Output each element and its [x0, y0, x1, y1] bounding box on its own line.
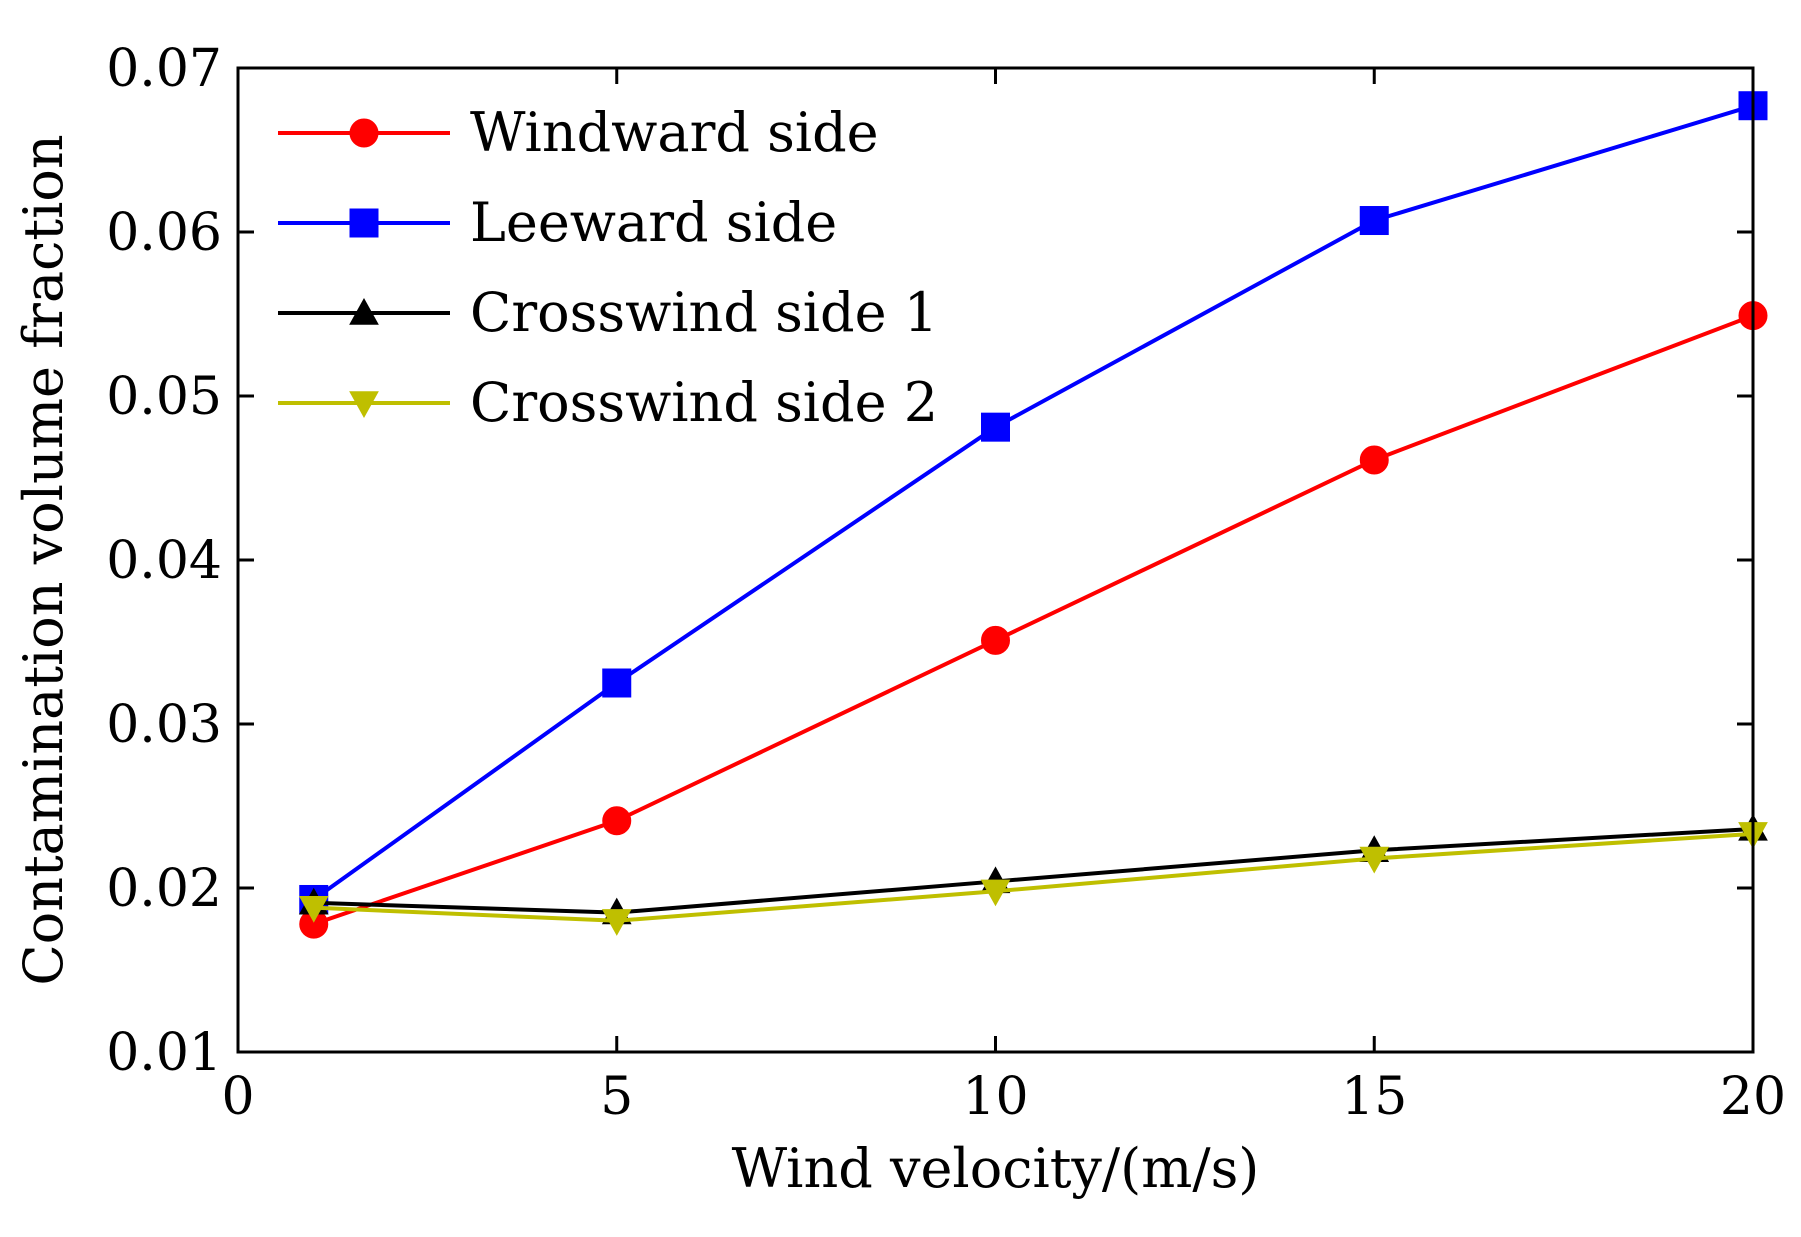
legend-label: Windward side: [470, 101, 879, 164]
legend-marker: [349, 391, 379, 419]
legend-entry: Crosswind side 2: [278, 371, 938, 434]
y-tick-label: 0.05: [106, 367, 222, 427]
x-tick-label: 5: [600, 1067, 633, 1127]
legend-marker: [349, 297, 379, 325]
data-point: [980, 879, 1011, 907]
data-point: [1359, 846, 1390, 874]
x-axis-title: Wind velocity/(m/s): [732, 1137, 1260, 1200]
y-tick-label: 0.02: [106, 859, 222, 919]
data-point: [1359, 445, 1389, 475]
y-tick-label: 0.03: [106, 695, 222, 755]
y-tick-label: 0.06: [106, 203, 222, 263]
x-tick-label: 20: [1720, 1067, 1786, 1127]
legend-label: Crosswind side 2: [470, 371, 938, 434]
legend-marker: [349, 208, 379, 238]
legend-marker: [349, 118, 379, 148]
legend-label: Leeward side: [470, 191, 837, 254]
axis-ticks: 0 5 10 15 20 0.01 0.02 0.03 0.04 0.05 0.06 0.07: [106, 39, 1786, 1127]
data-point: [602, 668, 632, 698]
legend-entry: Crosswind side 1: [278, 281, 938, 344]
legend-entry: Windward side: [278, 101, 879, 164]
y-tick-label: 0.01: [106, 1023, 222, 1083]
data-point: [981, 625, 1010, 655]
x-tick-label: 0: [221, 1067, 254, 1127]
legend: Windward side Leeward side Crosswind side …: [278, 101, 938, 434]
data-point: [602, 806, 632, 836]
y-axis-title: Contamination volume fraction: [12, 134, 75, 985]
data-point: [298, 895, 329, 923]
data-point: [601, 909, 632, 936]
legend-entry: Leeward side: [278, 191, 837, 254]
x-tick-label: 15: [1341, 1067, 1407, 1127]
x-tick-label: 10: [962, 1067, 1028, 1127]
data-point: [1359, 206, 1389, 236]
series-windward-side: [299, 301, 1768, 939]
y-tick-label: 0.07: [106, 39, 222, 99]
data-point: [981, 412, 1010, 442]
y-tick-label: 0.04: [106, 531, 222, 591]
series-crosswind-side-2: [298, 822, 1768, 936]
legend-label: Crosswind side 1: [470, 281, 938, 344]
